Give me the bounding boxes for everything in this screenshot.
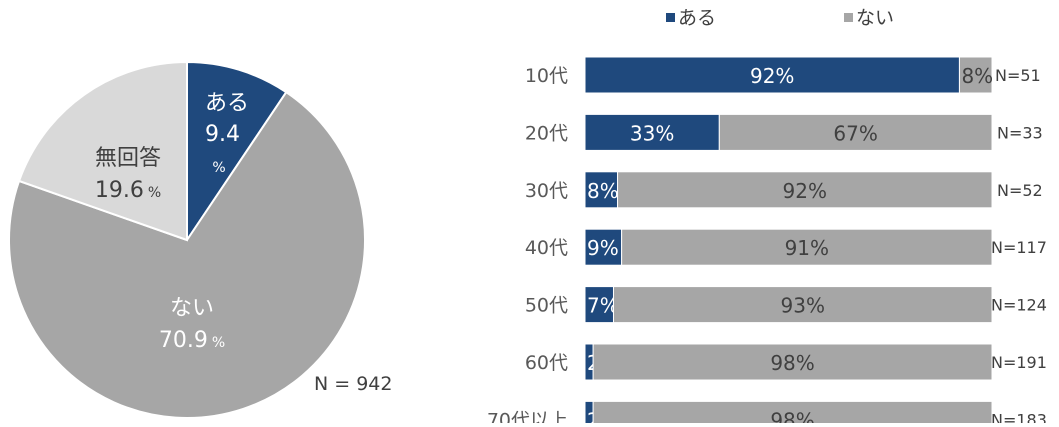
bar-data-label: 92%	[750, 64, 794, 88]
legend-swatch-2	[844, 13, 853, 22]
bar-segment-ない	[592, 343, 993, 381]
bar-segment-ない	[958, 56, 993, 94]
bar-data-label: 9%	[587, 236, 619, 260]
bar-category-label: 60代	[525, 352, 568, 374]
legend-swatch-1	[666, 13, 675, 22]
pie-label-2: ない	[170, 296, 214, 321]
bar-category-label: 20代	[525, 122, 568, 144]
bar-sample-size: N=124	[991, 296, 1047, 315]
bar-segment-ない	[617, 171, 993, 209]
bar-data-label: 92%	[783, 179, 827, 203]
bar-sample-size: N=52	[997, 181, 1043, 200]
bar-sample-size: N=183	[991, 410, 1047, 423]
bar-sample-size: N=33	[997, 123, 1043, 142]
bar-segment-ない	[612, 286, 993, 324]
bar-data-label: 67%	[833, 121, 877, 145]
bar-segment-ない	[718, 113, 993, 151]
pie-percent-1: %	[212, 160, 225, 176]
bar-category-label: 50代	[525, 295, 568, 317]
legend-label-1: ある	[678, 7, 716, 29]
bar-data-label: 93%	[781, 294, 825, 318]
pie-slice-3	[17, 60, 188, 242]
bar-data-label: 91%	[785, 236, 829, 260]
bar-segment-ない	[621, 228, 993, 266]
bar-segment-ある	[584, 56, 960, 94]
bar-category-label: 40代	[525, 237, 568, 259]
bar-data-label: 33%	[630, 121, 674, 145]
pie-percent-2: %	[212, 335, 225, 351]
bar-segment-ある	[584, 113, 720, 151]
bar-sample-size: N=191	[991, 353, 1047, 372]
legend-label-2: ない	[856, 7, 894, 29]
pie-value-1: 9.4	[205, 122, 240, 147]
bar-category-label: 10代	[525, 65, 568, 87]
bar-data-label: 8%	[961, 64, 993, 88]
bar-sample-size: N=51	[995, 66, 1041, 85]
bar-segment-ある	[584, 171, 619, 209]
pie-label-1: ある	[205, 91, 249, 116]
pie-slice-2	[8, 90, 366, 419]
bar-category-label: 30代	[525, 180, 568, 202]
pie-percent-3: %	[148, 185, 161, 201]
pie-label-3: 無回答	[95, 146, 161, 171]
bar-data-label: 98%	[770, 351, 814, 375]
bar-data-label: 8%	[587, 179, 619, 203]
bar-data-label: 98%	[770, 408, 814, 423]
bar-legend: ある ない	[666, 7, 894, 29]
pie-sample-size: N = 942	[314, 373, 392, 395]
pie-slice-1	[186, 60, 288, 244]
bar-category-label: 70代以上	[487, 409, 568, 423]
bar-sample-size: N=117	[991, 238, 1047, 257]
bar-segment-ある	[584, 286, 614, 324]
